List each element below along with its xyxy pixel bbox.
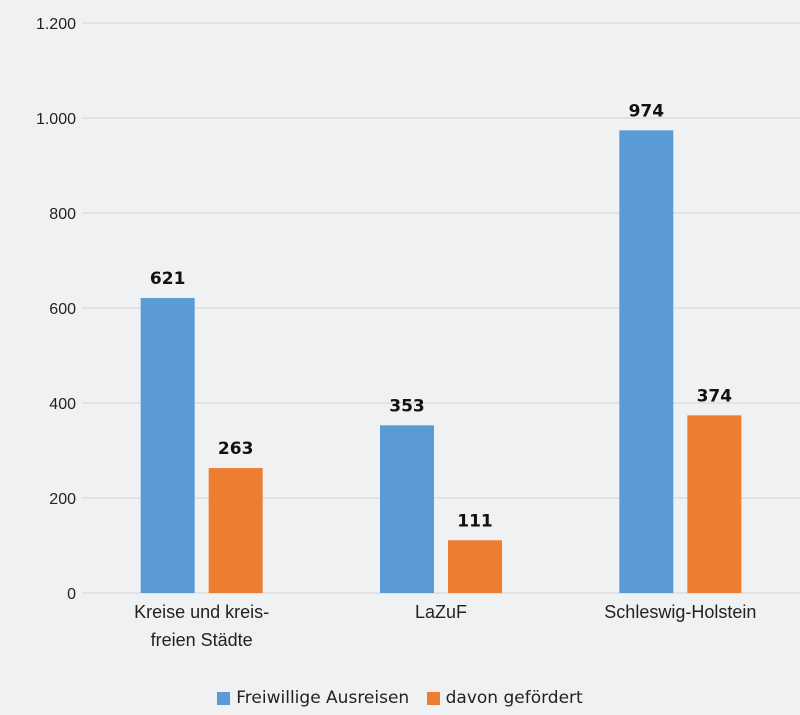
x-category-label: LaZuF — [415, 602, 467, 622]
legend-swatch-series-2 — [426, 691, 440, 705]
x-category-label: Kreise und kreis- — [134, 602, 269, 622]
gridlines — [82, 22, 800, 594]
data-label: 621 — [150, 269, 186, 289]
y-tick-label: 600 — [49, 301, 76, 318]
data-label: 374 — [697, 386, 733, 406]
bar-series-1-cat-2 — [380, 425, 434, 593]
bar-series-1-cat-1 — [140, 298, 195, 593]
data-label: 353 — [389, 396, 425, 416]
bar-series-1-cat-3 — [619, 130, 674, 593]
legend-label-series-1: Freiwillige Ausreisen — [236, 688, 410, 708]
y-tick-label: 1.000 — [36, 111, 76, 128]
bars — [140, 130, 742, 593]
legend-swatch-series-1 — [217, 691, 231, 705]
legend-item-series-2: davon gefördert — [426, 688, 583, 708]
bar-series-2-cat-2 — [448, 540, 502, 593]
y-tick-label: 800 — [49, 206, 76, 223]
x-category-label: freien Städte — [151, 630, 253, 650]
bar-series-2-cat-3 — [687, 415, 742, 593]
data-labels: 621 263 353 111 974 374 — [150, 101, 732, 531]
y-tick-label: 1.200 — [36, 16, 76, 33]
legend-label-series-2: davon gefördert — [445, 688, 583, 708]
data-label: 111 — [457, 511, 493, 531]
data-label: 974 — [629, 101, 665, 121]
bar-series-2-cat-1 — [208, 468, 263, 593]
x-axis-categories: Kreise und kreis-freien Städte LaZuF Schle… — [134, 602, 756, 650]
legend: Freiwillige Ausreisen davon gefördert — [0, 688, 800, 710]
y-tick-label: 200 — [49, 491, 76, 508]
y-tick-label: 0 — [67, 586, 76, 603]
legend-item-series-1: Freiwillige Ausreisen — [217, 688, 409, 708]
x-category-label: Schleswig-Holstein — [604, 602, 756, 622]
y-axis-ticks: 0 200 400 600 800 1.000 1.200 — [36, 16, 76, 603]
y-tick-label: 400 — [49, 396, 76, 413]
data-label: 263 — [218, 439, 254, 459]
